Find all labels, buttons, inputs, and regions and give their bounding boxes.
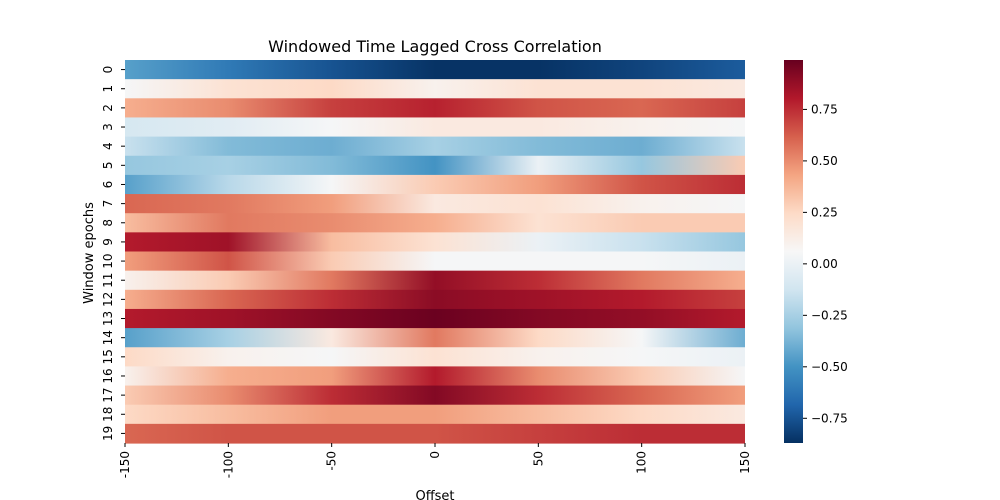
chart-title: Windowed Time Lagged Cross Correlation bbox=[268, 37, 602, 56]
heatmap-row-18 bbox=[125, 404, 745, 425]
colorbar-tick-label: 0.25 bbox=[811, 205, 838, 219]
heatmap-row-3 bbox=[125, 117, 745, 138]
y-tick-label: 12 bbox=[101, 292, 115, 307]
colorbar: 0.75 0.50 0.25 0.00 −0.25 −0.50 −0.75 bbox=[784, 60, 848, 443]
heatmap-row-13 bbox=[125, 308, 745, 329]
x-tick-label: -50 bbox=[325, 451, 339, 471]
heatmap-row-17 bbox=[125, 385, 745, 406]
heatmap-row-14 bbox=[125, 328, 745, 348]
y-tick-label: 13 bbox=[101, 311, 115, 326]
y-tick-label: 5 bbox=[101, 161, 115, 169]
colorbar-tick-label: 0.75 bbox=[811, 102, 838, 116]
heatmap-row-15 bbox=[125, 347, 745, 367]
heatmap-row-6 bbox=[125, 174, 745, 195]
x-axis-ticks: -150 -100 -50 0 50 100 150 bbox=[118, 443, 752, 478]
heatmap-row-7 bbox=[125, 194, 745, 214]
y-tick-label: 4 bbox=[101, 142, 115, 150]
heatmap-row-1 bbox=[125, 79, 745, 99]
colorbar-tick-label: −0.25 bbox=[811, 308, 848, 322]
heatmap-row-9 bbox=[125, 232, 745, 253]
x-tick-label: 0 bbox=[428, 451, 442, 459]
heatmap-row-19 bbox=[125, 423, 745, 444]
y-tick-label: 10 bbox=[101, 253, 115, 268]
y-tick-label: 7 bbox=[101, 200, 115, 208]
y-tick-label: 14 bbox=[101, 330, 115, 345]
colorbar-tick-label: −0.75 bbox=[811, 411, 848, 425]
colorbar-gradient bbox=[784, 60, 803, 443]
x-tick-label: -150 bbox=[118, 451, 132, 478]
heatmap-row-2 bbox=[125, 98, 745, 119]
y-tick-label: 15 bbox=[101, 349, 115, 364]
y-tick-label: 2 bbox=[101, 104, 115, 112]
colorbar-tick-label: 0.00 bbox=[811, 257, 838, 271]
heatmap-row-10 bbox=[125, 251, 745, 272]
heatmap-row-5 bbox=[125, 155, 745, 176]
colorbar-tick-label: 0.50 bbox=[811, 154, 838, 168]
x-tick-label: 100 bbox=[635, 451, 649, 474]
x-tick-label: 50 bbox=[531, 451, 545, 466]
y-tick-label: 0 bbox=[101, 66, 115, 74]
y-axis-label: Window epochs bbox=[82, 202, 97, 304]
y-tick-label: 18 bbox=[101, 407, 115, 422]
heatmap-row-8 bbox=[125, 213, 745, 233]
y-tick-label: 19 bbox=[101, 426, 115, 441]
y-tick-label: 6 bbox=[101, 181, 115, 189]
y-tick-label: 11 bbox=[101, 273, 115, 288]
x-tick-label: 150 bbox=[738, 451, 752, 474]
y-tick-label: 1 bbox=[101, 85, 115, 93]
x-tick-label: -100 bbox=[221, 451, 235, 478]
y-tick-label: 17 bbox=[101, 387, 115, 402]
heatmap-row-4 bbox=[125, 136, 745, 157]
heatmap-row-11 bbox=[125, 270, 745, 291]
y-tick-label: 3 bbox=[101, 123, 115, 131]
heatmap-row-16 bbox=[125, 366, 745, 387]
x-axis-label: Offset bbox=[415, 489, 454, 500]
heatmap-row-12 bbox=[125, 289, 745, 310]
y-tick-label: 9 bbox=[101, 238, 115, 246]
y-tick-label: 16 bbox=[101, 368, 115, 383]
heatmap-row-0 bbox=[125, 60, 745, 80]
y-tick-label: 8 bbox=[101, 219, 115, 227]
colorbar-tick-label: −0.50 bbox=[811, 360, 848, 374]
heatmap-cells bbox=[125, 60, 745, 444]
